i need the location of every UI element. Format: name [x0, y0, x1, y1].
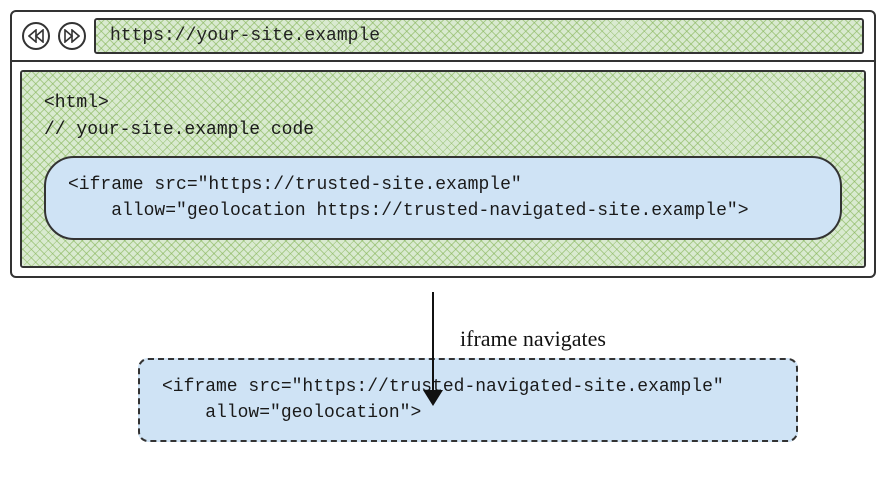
page-code: <html> // your-site.example code: [44, 90, 842, 144]
forward-button[interactable]: [58, 22, 86, 50]
navigation-arrow-line: [432, 292, 434, 396]
url-text: https://your-site.example: [110, 26, 380, 46]
url-bar[interactable]: https://your-site.example: [94, 18, 864, 54]
iframe-line-2: allow="geolocation https://trusted-navig…: [68, 201, 749, 221]
code-line-2: // your-site.example code: [44, 120, 314, 140]
fast-forward-icon: [64, 29, 80, 43]
navigated-line-2: allow="geolocation">: [162, 403, 421, 423]
navigation-arrow-head: [423, 390, 443, 406]
browser-toolbar: https://your-site.example: [12, 12, 874, 60]
top-iframe-box: <iframe src="https://trusted-site.exampl…: [44, 156, 842, 240]
browser-window: https://your-site.example <html> // your…: [10, 10, 876, 278]
navigated-iframe-box: <iframe src="https://trusted-navigated-s…: [138, 358, 798, 442]
rewind-icon: [28, 29, 44, 43]
code-line-1: <html>: [44, 93, 109, 113]
back-button[interactable]: [22, 22, 50, 50]
page-viewport: <html> // your-site.example code <iframe…: [20, 70, 866, 268]
navigation-arrow-label: iframe navigates: [460, 326, 606, 352]
iframe-line-1: <iframe src="https://trusted-site.exampl…: [68, 175, 522, 195]
viewport-wrap: <html> // your-site.example code <iframe…: [12, 60, 874, 276]
